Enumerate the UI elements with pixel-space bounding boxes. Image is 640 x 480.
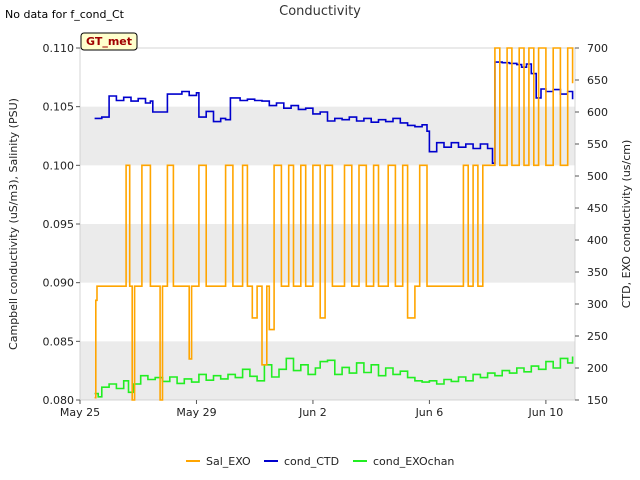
legend-label: cond_EXOchan — [373, 455, 454, 468]
y2-tick-label: 700 — [587, 42, 608, 55]
y2-tick-label: 450 — [587, 202, 608, 215]
y2-axis-label: CTD, EXO conductivity (us/cm) — [620, 140, 633, 309]
x-tick-label: Jun 2 — [298, 406, 327, 419]
y2-tick-label: 500 — [587, 170, 608, 183]
site-badge: GT_met — [80, 32, 138, 51]
y2-tick-label: 200 — [587, 362, 608, 375]
x-tick-label: May 29 — [176, 406, 216, 419]
y-tick-label: 0.105 — [43, 101, 75, 114]
y2-tick-label: 250 — [587, 330, 608, 343]
y2-tick-label: 650 — [587, 74, 608, 87]
y2-tick-label: 300 — [587, 298, 608, 311]
y-tick-label: 0.100 — [43, 159, 75, 172]
grid-band — [80, 224, 575, 283]
y2-tick-label: 600 — [587, 106, 608, 119]
y2-tick-label: 400 — [587, 234, 608, 247]
series-sal-exo — [94, 47, 574, 401]
legend-label: cond_CTD — [284, 455, 339, 468]
legend-label: Sal_EXO — [206, 455, 251, 468]
plot-bands — [80, 106, 575, 400]
no-data-note: No data for f_cond_Ct — [5, 8, 125, 21]
series-lines — [94, 47, 574, 401]
series-cond-exochan — [94, 356, 574, 398]
y-tick-label: 0.080 — [43, 394, 75, 407]
x-tick-label: May 25 — [60, 406, 100, 419]
y-tick-label: 0.090 — [43, 277, 75, 290]
site-badge-label: GT_met — [86, 35, 132, 48]
site-badge-box — [80, 32, 138, 51]
x-tick-label: Jun 10 — [528, 406, 564, 419]
grid-band — [80, 341, 575, 400]
y2-tick-label: 150 — [587, 394, 608, 407]
series-cond-ctd — [94, 61, 574, 164]
y-tick-label: 0.085 — [43, 335, 75, 348]
left-axis-ticks: 0.080 0.085 0.090 0.095 0.100 0.105 0.110 — [43, 42, 80, 407]
legend: Sal_EXO cond_CTD cond_EXOchan — [186, 455, 454, 468]
x-tick-label: Jun 6 — [415, 406, 444, 419]
y-tick-label: 0.095 — [43, 218, 75, 231]
y-tick-label: 0.110 — [43, 42, 75, 55]
chart-title: Conductivity — [279, 4, 361, 19]
y2-tick-label: 350 — [587, 266, 608, 279]
x-axis-ticks: May 25 May 29 Jun 2 Jun 6 Jun 10 — [60, 400, 563, 419]
y-axis-label: Campbell conductivity (uS/m3), Salinity … — [7, 98, 20, 350]
right-axis-ticks: 150 200 250 300 350 400 450 500 550 600 650 700 — [575, 42, 608, 407]
y2-tick-label: 550 — [587, 138, 608, 151]
